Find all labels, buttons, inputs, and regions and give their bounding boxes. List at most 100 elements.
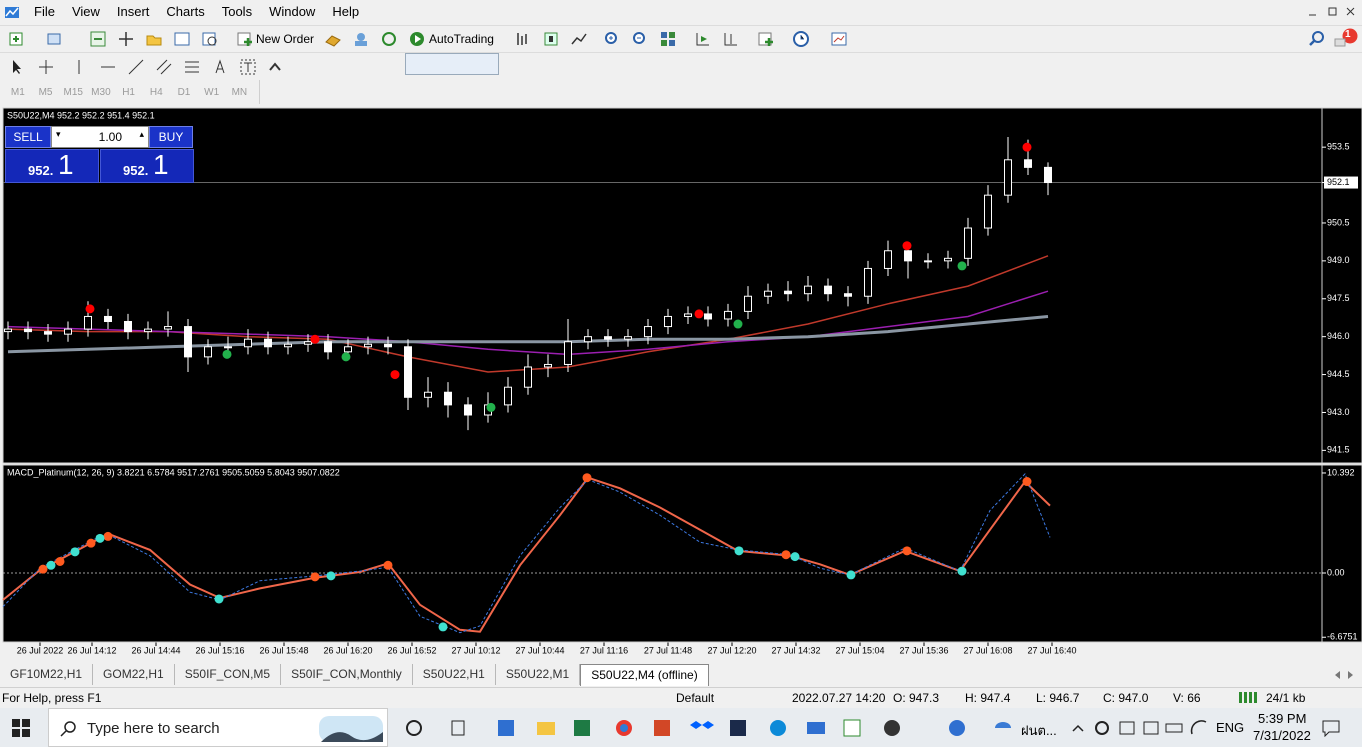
signal-dot bbox=[103, 531, 113, 541]
lot-size[interactable]: 1.00 bbox=[98, 130, 122, 144]
crosshair-icon[interactable] bbox=[37, 58, 55, 76]
candle-body bbox=[744, 295, 752, 312]
timeframe[interactable]: H1 bbox=[122, 86, 135, 98]
candle-body bbox=[1004, 159, 1012, 196]
candle-body bbox=[244, 338, 252, 348]
timeframe[interactable]: MN bbox=[231, 86, 248, 98]
trade-panel: SELL ▾ 1.00 ▴ BUY 952. 1 952. 1 bbox=[5, 126, 194, 183]
chart-tab[interactable]: GF10M22,H1 bbox=[0, 664, 94, 685]
buy-price[interactable]: 952. 1 bbox=[100, 149, 194, 183]
signals-icon[interactable] bbox=[380, 30, 398, 48]
menu-item[interactable]: Tools bbox=[221, 4, 253, 19]
y-tick-label: 941.5 bbox=[1327, 445, 1350, 455]
chart-tab[interactable]: S50U22,M1 bbox=[496, 664, 581, 685]
zoom-in-icon[interactable] bbox=[603, 30, 621, 48]
hline-icon[interactable] bbox=[99, 58, 117, 76]
clock-date[interactable]: 7/31/2022 bbox=[1253, 728, 1311, 743]
language[interactable]: ENG bbox=[1216, 720, 1245, 735]
candle-body bbox=[464, 404, 472, 416]
signal-dot bbox=[214, 594, 224, 604]
menu-item[interactable]: Charts bbox=[166, 4, 205, 19]
search-box[interactable]: Type here to search bbox=[48, 708, 388, 747]
chart-tab[interactable]: S50IF_CON,M5 bbox=[175, 664, 282, 685]
chart-tab[interactable]: S50U22,M4 (offline) bbox=[580, 664, 709, 686]
arrows-icon[interactable] bbox=[267, 58, 285, 76]
line-chart-icon[interactable] bbox=[570, 30, 588, 48]
timeframe[interactable]: H4 bbox=[149, 86, 163, 98]
timeframe[interactable]: M30 bbox=[91, 86, 111, 98]
menu-item[interactable]: File bbox=[34, 4, 55, 19]
menu-item[interactable]: View bbox=[71, 4, 100, 19]
new-chart-icon[interactable] bbox=[8, 30, 26, 48]
folder-icon[interactable] bbox=[145, 30, 163, 48]
x-tick-label: 27 Jul 10:12 bbox=[451, 645, 500, 655]
tray-left[interactable] bbox=[947, 718, 1022, 738]
candle-body bbox=[4, 328, 12, 333]
chart: S50U22,M4 952.2 952.2 951.4 952.1 953.5 95… bbox=[0, 105, 1362, 661]
weather-text[interactable]: ฝนต... bbox=[1021, 723, 1057, 738]
cursor-icon[interactable] bbox=[8, 58, 26, 76]
search-icon[interactable] bbox=[1308, 30, 1326, 48]
templates-icon[interactable] bbox=[830, 30, 848, 48]
channel-icon[interactable] bbox=[155, 58, 173, 76]
lot-box[interactable]: ▾ 1.00 ▴ bbox=[51, 126, 149, 148]
menu-item[interactable]: Insert bbox=[116, 4, 150, 19]
chart-tab[interactable]: S50IF_CON,Monthly bbox=[281, 664, 413, 685]
market-watch-icon[interactable] bbox=[89, 30, 107, 48]
search-glass bbox=[60, 721, 76, 737]
tile-icon[interactable] bbox=[659, 30, 677, 48]
timeframe[interactable]: M5 bbox=[38, 86, 53, 98]
auto-trading-button[interactable]: AutoTrading bbox=[429, 32, 494, 46]
traffic-icon bbox=[1239, 692, 1257, 703]
timeframe[interactable]: M1 bbox=[10, 86, 25, 98]
tab-scroll[interactable] bbox=[1325, 668, 1359, 682]
x-tick-label: 27 Jul 12:20 bbox=[707, 645, 756, 655]
signal-dot bbox=[1022, 477, 1032, 487]
timeframe[interactable]: D1 bbox=[177, 86, 191, 98]
clock-time[interactable]: 5:39 PM bbox=[1258, 711, 1307, 726]
scroll-icon[interactable] bbox=[694, 30, 712, 48]
trendline-icon[interactable] bbox=[127, 58, 145, 76]
notification-icon[interactable] bbox=[1333, 27, 1359, 49]
sell-button[interactable]: SELL bbox=[5, 126, 51, 148]
lot-up[interactable]: ▴ bbox=[139, 129, 144, 139]
menu-item[interactable]: Help bbox=[332, 4, 360, 19]
zoom-out-icon[interactable] bbox=[631, 30, 649, 48]
chart-tab[interactable]: S50U22,H1 bbox=[413, 664, 496, 685]
chart-tab[interactable]: GOM22,H1 bbox=[93, 664, 175, 685]
shift-icon[interactable] bbox=[722, 30, 740, 48]
status-volume: V: 66 bbox=[1173, 691, 1201, 705]
label-icon[interactable] bbox=[239, 58, 257, 76]
buy-button[interactable]: BUY bbox=[149, 126, 193, 148]
new-order-button[interactable]: New Order bbox=[256, 32, 315, 46]
candle-body bbox=[384, 343, 392, 348]
navigator-icon[interactable] bbox=[117, 30, 135, 48]
notification-center[interactable] bbox=[1321, 719, 1341, 737]
indicators-icon[interactable] bbox=[757, 30, 775, 48]
new-order-icon[interactable] bbox=[236, 30, 254, 48]
candle-chart-icon[interactable] bbox=[542, 30, 560, 48]
terminal-icon[interactable] bbox=[173, 30, 191, 48]
status-close: C: 947.0 bbox=[1103, 691, 1149, 705]
fibo-icon[interactable] bbox=[183, 58, 201, 76]
profiles-icon[interactable] bbox=[46, 30, 64, 48]
community-icon[interactable] bbox=[352, 30, 370, 48]
auto-trading-icon[interactable] bbox=[408, 30, 426, 48]
start-button[interactable] bbox=[12, 719, 30, 737]
periods-icon[interactable] bbox=[792, 30, 810, 48]
tray-icons[interactable] bbox=[1070, 718, 1212, 738]
menu-item[interactable]: Window bbox=[269, 4, 316, 19]
vline-icon[interactable] bbox=[70, 58, 88, 76]
tester-icon[interactable] bbox=[201, 30, 219, 48]
candle-body bbox=[904, 250, 912, 262]
timeframe[interactable]: W1 bbox=[204, 86, 220, 98]
chart-tabs: GF10M22,H1 GOM22,H1 S50IF_CON,M5 S50IF_CON,… bbox=[0, 664, 1362, 686]
gold-icon[interactable] bbox=[324, 30, 342, 48]
sell-price[interactable]: 952. 1 bbox=[5, 149, 99, 183]
bar-chart-icon[interactable] bbox=[514, 30, 532, 48]
timeframe[interactable]: M15 bbox=[63, 86, 83, 98]
lot-down[interactable]: ▾ bbox=[56, 129, 61, 139]
window-controls[interactable] bbox=[1305, 5, 1360, 19]
taskbar-apps[interactable] bbox=[404, 718, 944, 738]
text-icon[interactable] bbox=[211, 58, 229, 76]
